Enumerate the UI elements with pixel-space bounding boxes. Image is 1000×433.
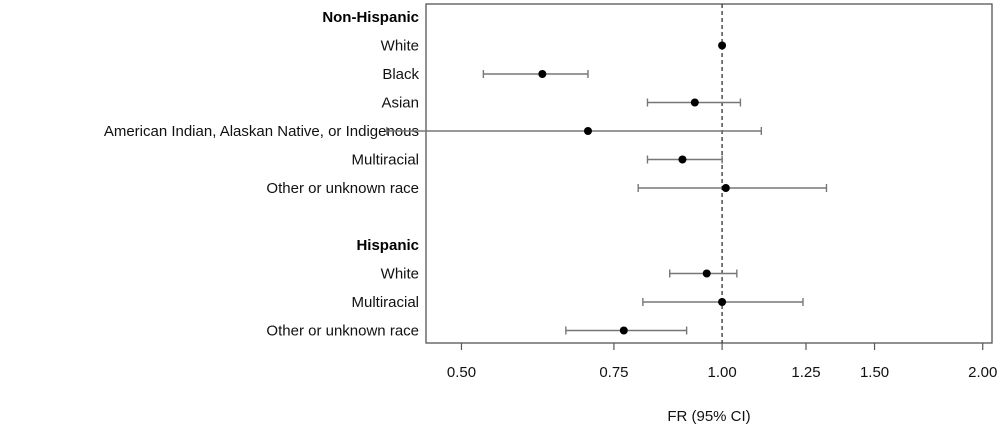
group-heading: Hispanic [356,237,419,254]
row-label: White [381,266,419,283]
point-estimate [538,70,547,78]
point-estimate [583,127,592,135]
row-label: Black [382,66,419,83]
point-estimate [718,298,727,306]
x-tick-label: 0.50 [447,364,476,381]
x-tick-label: 1.00 [707,364,736,381]
x-tick-label: 1.50 [860,364,889,381]
point-estimate [721,184,730,192]
row-label: American Indian, Alaskan Native, or Indi… [104,123,419,140]
point-estimates [538,41,730,335]
row-label: Other or unknown race [266,180,419,197]
row-label: Multiracial [351,294,419,311]
row-label: Multiracial [351,152,419,169]
row-label: White [381,38,419,55]
x-tick-label: 1.25 [791,364,820,381]
x-axis: 0.50 0.75 1.00 1.25 1.50 2.00 [447,343,997,381]
row-label: Other or unknown race [266,323,419,340]
plot-frame [425,3,993,344]
row-labels: Non-Hispanic White Black Asian American Indi… [104,9,420,340]
group-heading: Non-Hispanic [322,9,419,26]
x-tick-label: 0.75 [599,364,628,381]
confidence-intervals [386,70,828,335]
point-estimate [678,155,687,164]
x-tick-label: 2.00 [968,364,997,381]
point-estimate [690,98,699,107]
point-estimate [718,41,727,50]
point-estimate [702,269,711,278]
row-label: Asian [381,95,419,112]
x-axis-label: FR (95% CI) [667,408,750,425]
point-estimate [619,326,628,335]
